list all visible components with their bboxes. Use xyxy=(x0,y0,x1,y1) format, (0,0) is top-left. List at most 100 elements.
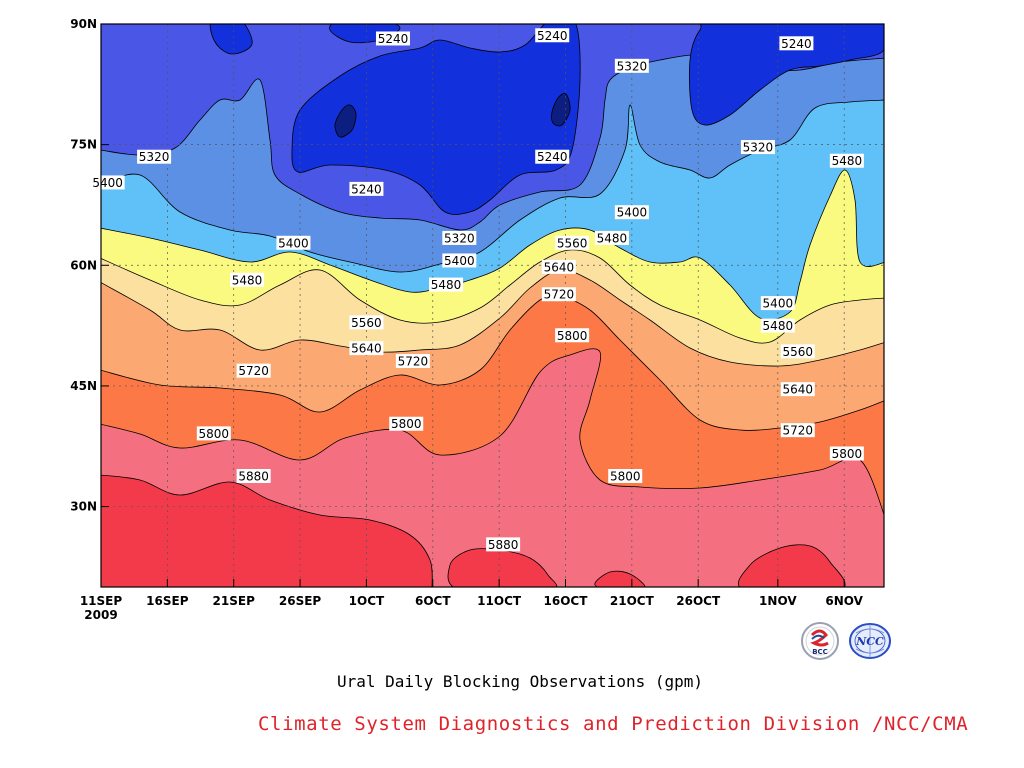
contour-label-text: 5320 xyxy=(444,231,475,245)
contour-label: 5400 xyxy=(276,235,311,250)
contour-label-bg xyxy=(442,230,477,245)
contour-label-bg xyxy=(236,363,271,378)
contour-label-text: 5720 xyxy=(782,424,813,438)
contour-label: 5480 xyxy=(594,230,629,245)
contour-label-text: 5400 xyxy=(617,206,648,220)
contour-label-text: 5560 xyxy=(351,316,382,330)
contour-label-text: 5240 xyxy=(537,150,568,164)
x-tick-label: 26OCT xyxy=(676,594,721,608)
contour-label-text: 5480 xyxy=(597,231,628,245)
contour-label-bg xyxy=(90,175,125,190)
x-tick-label: 21SEP xyxy=(213,594,256,608)
x-tick-label: 21OCT xyxy=(610,594,655,608)
contour-label-bg xyxy=(760,318,795,333)
contour-label-text: 5720 xyxy=(544,288,575,302)
contour-label: 5800 xyxy=(389,416,424,431)
contour-label-bg xyxy=(236,469,271,484)
x-tick-label: 6OCT xyxy=(415,594,451,608)
y-tick-label: 30N xyxy=(70,500,97,514)
contour-label-bg xyxy=(541,259,576,274)
contour-label-text: 5560 xyxy=(782,345,813,359)
x-tick-label: 1OCT xyxy=(349,594,385,608)
contour-label-text: 5240 xyxy=(537,29,568,43)
contour-label: 5240 xyxy=(535,149,570,164)
contour-label: 5720 xyxy=(395,353,430,368)
contour-label: 5320 xyxy=(740,140,775,155)
contour-label-bg xyxy=(442,253,477,268)
contour-label-bg xyxy=(555,235,590,250)
grid-lines xyxy=(101,24,884,587)
contour-label-bg xyxy=(535,28,570,43)
contour-label: 5880 xyxy=(236,469,271,484)
contour-label: 5240 xyxy=(779,36,814,51)
contour-label: 5240 xyxy=(535,28,570,43)
contour-label-bg xyxy=(780,423,815,438)
contour-label: 5800 xyxy=(608,469,643,484)
svg-text:BCC: BCC xyxy=(812,648,828,656)
contour-label: 5400 xyxy=(614,205,649,220)
credit-text: Climate System Diagnostics and Predictio… xyxy=(258,713,969,735)
contour-label-bg xyxy=(535,149,570,164)
x-tick-label: 16SEP xyxy=(146,594,189,608)
contour-label-text: 5320 xyxy=(743,141,774,155)
contour-label-text: 5240 xyxy=(781,37,812,51)
contour-label: 5720 xyxy=(541,287,576,302)
x-tick-label: 1NOV xyxy=(759,594,797,608)
contour-label: 5400 xyxy=(760,296,795,311)
contour-labels: 5240 5240 5240 5320 5320 5240 5240 5320 5480 5400… xyxy=(90,28,864,552)
contour-label-text: 5800 xyxy=(610,470,641,484)
ncc-logo-icon: NCC xyxy=(848,621,892,661)
contour-label-bg xyxy=(137,149,172,164)
contour-label-bg xyxy=(486,537,521,552)
contour-label-text: 5320 xyxy=(617,59,648,73)
bcc-logo-icon: BCC xyxy=(800,621,840,661)
contour-label-text: 5640 xyxy=(544,260,575,274)
contour-label: 5800 xyxy=(196,426,231,441)
y-axis: 30N 45N 60N 75N 90N xyxy=(70,17,109,514)
contour-label: 5640 xyxy=(541,259,576,274)
contour-label-bg xyxy=(555,328,590,343)
contour-label-bg xyxy=(614,58,649,73)
contour-label-bg xyxy=(829,153,864,168)
contour-label: 5320 xyxy=(614,58,649,73)
contour-label-bg xyxy=(594,230,629,245)
contour-label-text: 5320 xyxy=(139,150,170,164)
band-5880 xyxy=(447,548,558,587)
plot-frame xyxy=(100,23,885,588)
x-tick-label: 16OCT xyxy=(544,594,589,608)
contour-label: 5720 xyxy=(236,363,271,378)
contour-label: 5320 xyxy=(137,149,172,164)
contour-label-bg xyxy=(780,344,815,359)
contour-label: 5400 xyxy=(442,253,477,268)
band-5880 xyxy=(101,474,433,587)
x-tick-label: 11SEP xyxy=(80,594,123,608)
contour-label: 5480 xyxy=(429,277,464,292)
contour-label-bg xyxy=(608,469,643,484)
contour-label-bg xyxy=(375,31,410,46)
contour-label-text: 5800 xyxy=(832,447,863,461)
contour-label-text: 5720 xyxy=(398,354,429,368)
band-5160 xyxy=(291,24,581,215)
contour-label-text: 5480 xyxy=(431,278,462,292)
contour-label: 5240 xyxy=(375,31,410,46)
band-below-5160 xyxy=(551,92,571,127)
contour-label-bg xyxy=(389,416,424,431)
contour-label-text: 5880 xyxy=(488,538,519,552)
contour-label-bg xyxy=(196,426,231,441)
contour-label-text: 5480 xyxy=(232,273,263,287)
y-tick-label: 45N xyxy=(70,379,97,393)
contour-label: 5320 xyxy=(442,230,477,245)
contour-label-text: 5480 xyxy=(763,319,794,333)
y-tick-label: 90N xyxy=(70,17,97,31)
contour-label: 5560 xyxy=(555,235,590,250)
contour-label-bg xyxy=(614,205,649,220)
contour-label: 5480 xyxy=(229,272,264,287)
contour-label: 5720 xyxy=(780,423,815,438)
contour-label-text: 5640 xyxy=(351,342,382,356)
contour-label-text: 5800 xyxy=(391,417,422,431)
contour-label-text: 5480 xyxy=(832,154,863,168)
contour-label: 5800 xyxy=(555,328,590,343)
band-5880 xyxy=(594,570,646,587)
